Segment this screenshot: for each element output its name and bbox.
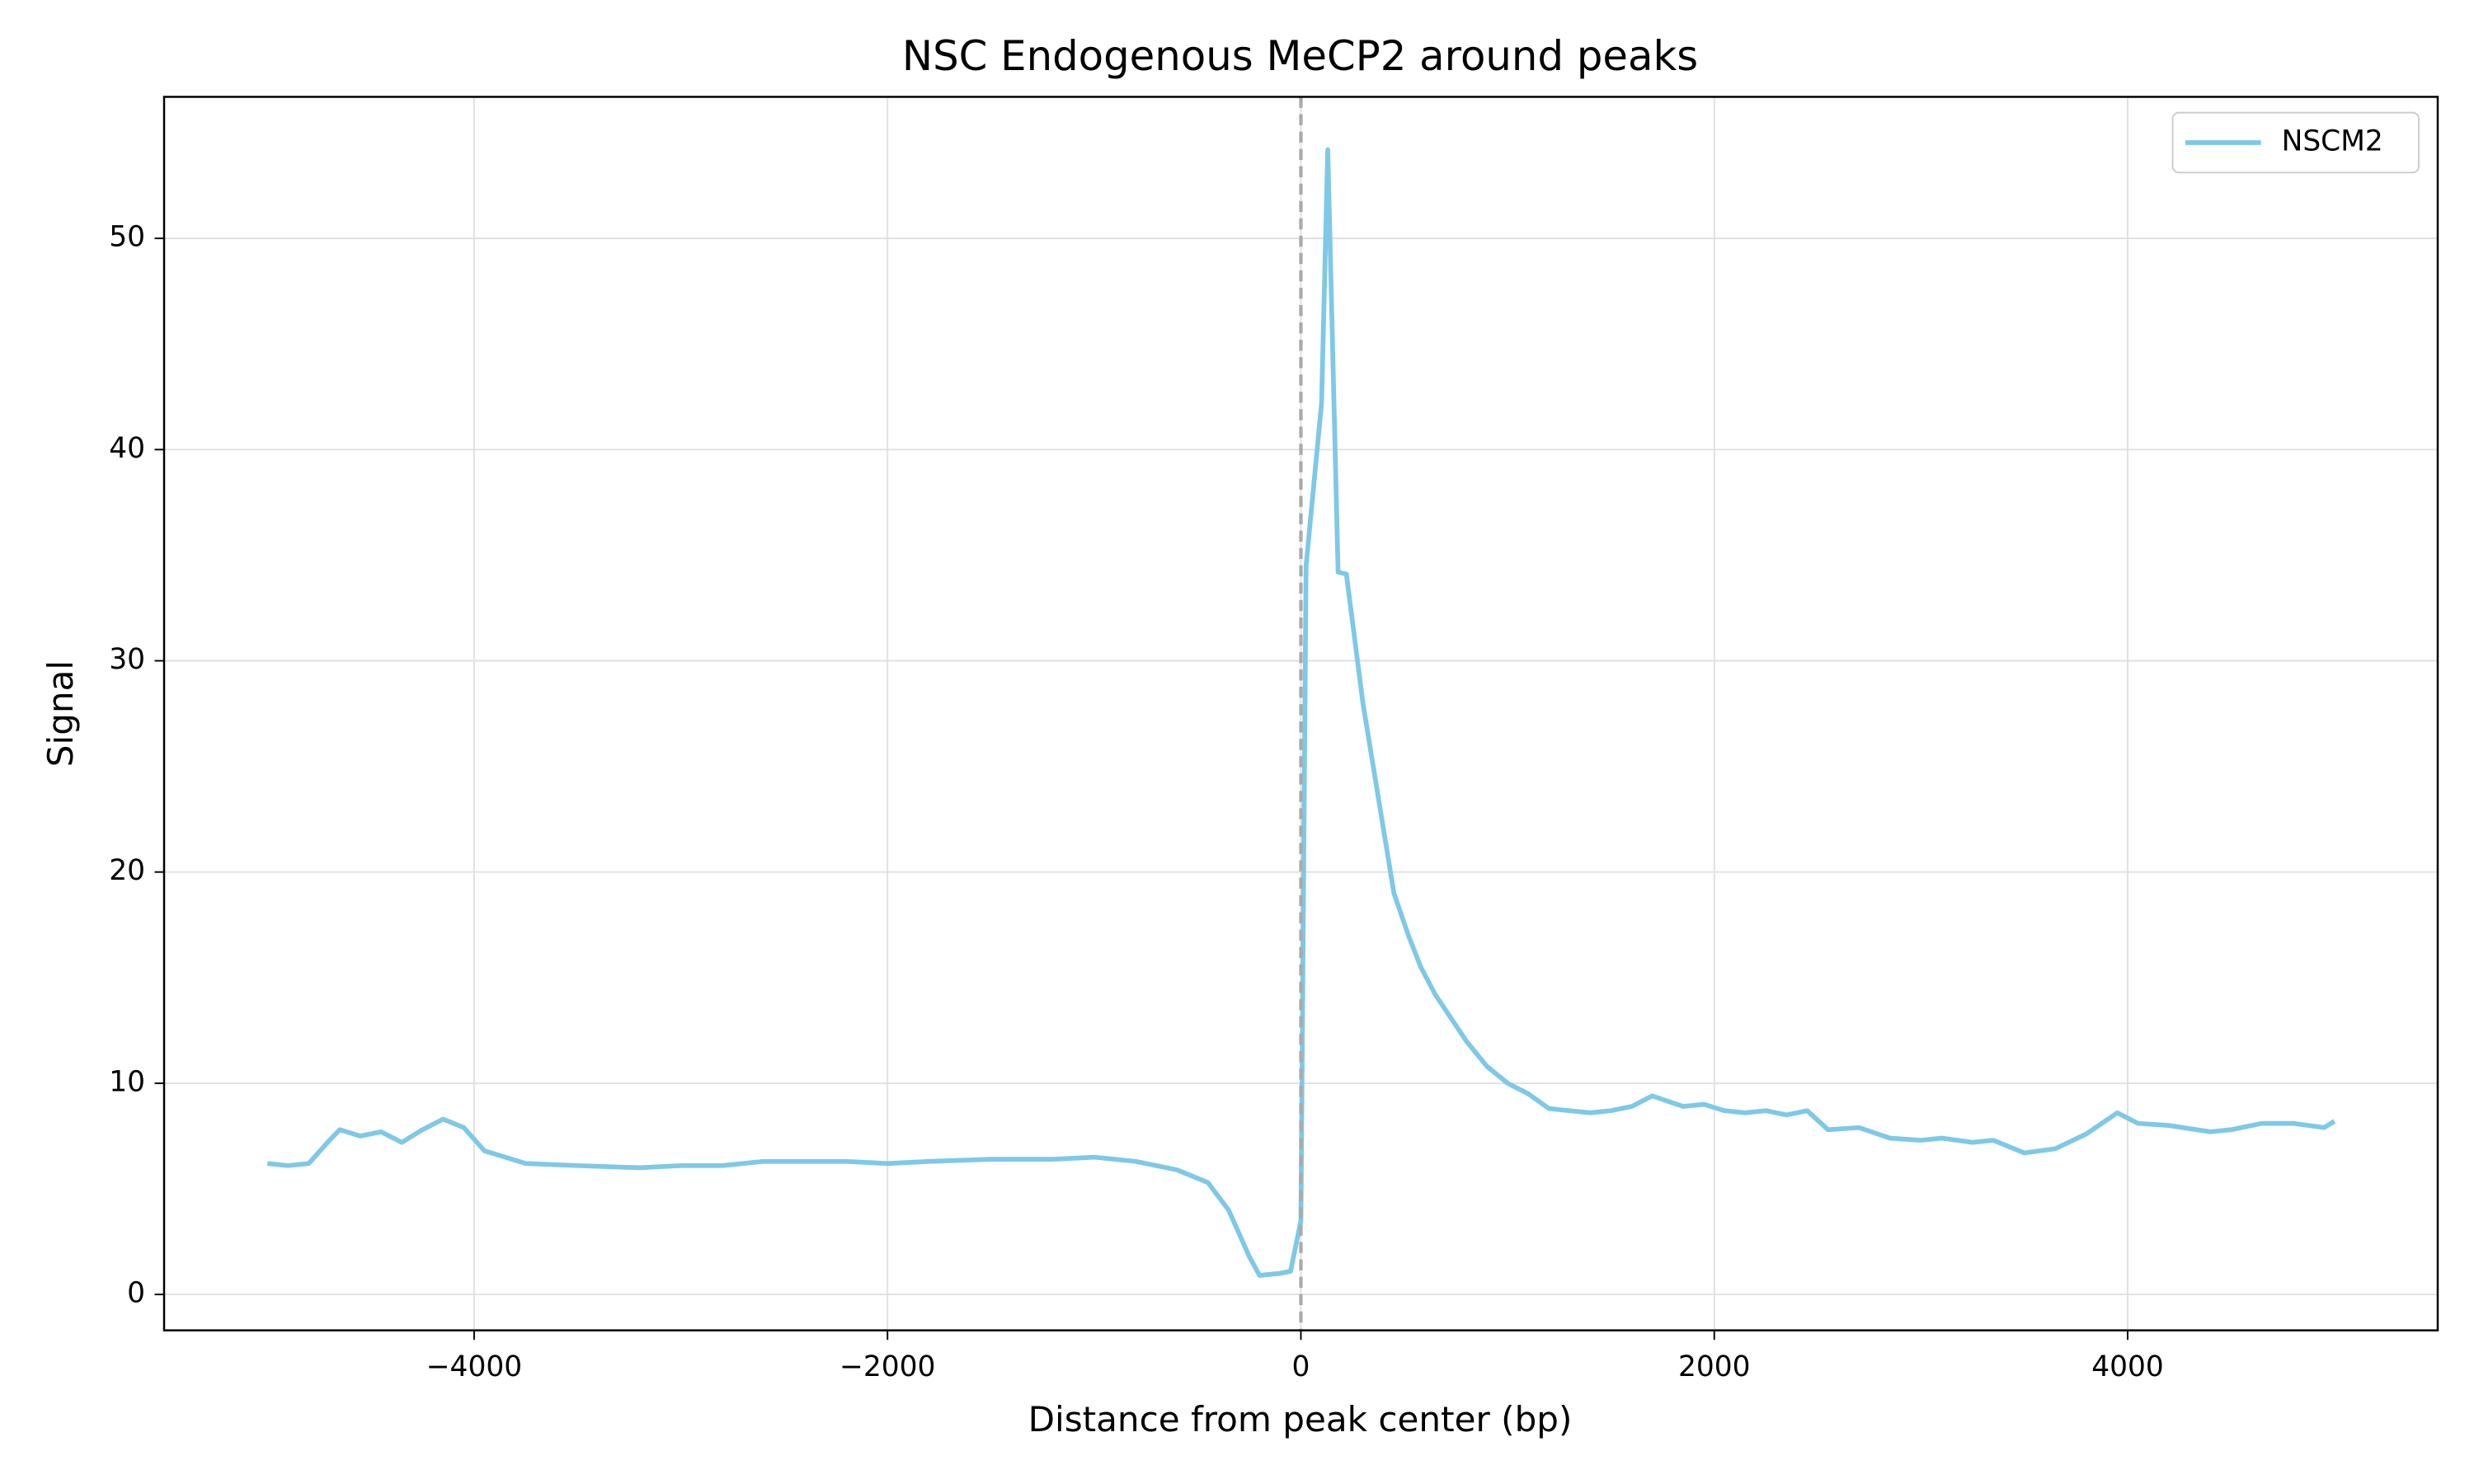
x-tick-label: 2000 (1678, 1350, 1751, 1383)
y-tick-label: 20 (109, 854, 145, 887)
y-tick-label: 40 (109, 432, 145, 465)
data-line (267, 147, 2336, 1278)
x-tick-label: −2000 (840, 1350, 935, 1383)
legend-box (2171, 111, 2420, 174)
y-tick-label: 0 (127, 1277, 145, 1310)
chart-title: NSC Endogenous MeCP2 around peaks (902, 32, 1698, 80)
y-tick-label: 30 (109, 643, 145, 676)
x-tick-label: 0 (1292, 1350, 1310, 1383)
y-tick-label: 50 (109, 221, 145, 254)
y-axis-label: Signal (40, 660, 81, 767)
legend-label: NSCM2 (2282, 124, 2383, 157)
plot-frame (162, 96, 2439, 1331)
x-tick-label: 4000 (2091, 1350, 2164, 1383)
x-tick-label: −4000 (426, 1350, 522, 1383)
x-axis-label: Distance from peak center (bp) (1028, 1399, 1573, 1439)
legend: NSCM2 (2171, 111, 2420, 174)
y-tick-label: 10 (109, 1065, 145, 1098)
